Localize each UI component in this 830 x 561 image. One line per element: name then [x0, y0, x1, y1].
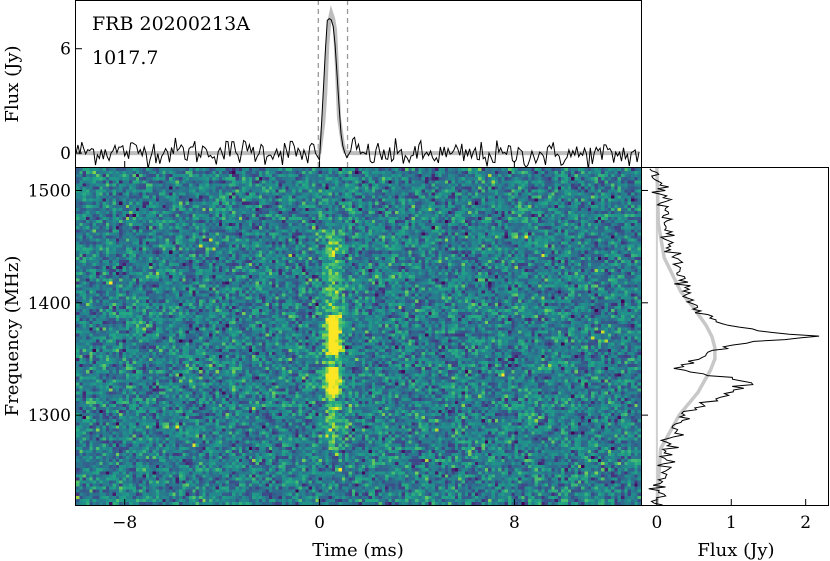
pulse-model-curve [76, 5, 640, 156]
pulse-profile-ticks: 06 [60, 40, 515, 167]
spectrum-panel: 0 1 2 Flux (Jy) [641, 167, 829, 561]
spectrum-flux-tick-label-2: 2 [800, 513, 811, 533]
pulse-profile-panel: 06 FRB 20200213A 1017.7 Flux (Jy) [2, 0, 642, 171]
dynamic-spectrum-heatmap [76, 168, 641, 505]
spectrum-flux-tick-label-0: 0 [651, 513, 662, 533]
frequency-tick-label-2: 1500 [28, 181, 71, 201]
time-tick-label-2: 8 [509, 513, 520, 533]
burst-value-label: 1017.7 [92, 47, 158, 69]
frequency-tick-label-0: 1300 [28, 406, 71, 426]
pulse-profile-series [75, 0, 640, 171]
dynamic-spectrum-panel: −8 0 8 1300 1400 1500 Time (ms) Frequency (MH… [2, 167, 642, 561]
flux-axis-label: Flux (Jy) [2, 45, 23, 122]
dynamic-spectrum-ticks: −8 0 8 1300 1400 1500 [28, 181, 520, 533]
spectrum-data-curve [648, 168, 820, 506]
spectrum-model-curve [655, 168, 717, 506]
frequency-axis-label: Frequency (MHz) [2, 256, 23, 417]
spectrum-frame [641, 167, 829, 506]
spectrum-ticks: 0 1 2 [642, 189, 811, 533]
time-tick-label-1: 0 [314, 513, 325, 533]
flux-tick-label-0: 0 [60, 144, 71, 164]
flux-tick-label-1: 6 [60, 40, 71, 60]
frb-name-label: FRB 20200213A [92, 13, 250, 35]
time-tick-label-0: −8 [112, 513, 137, 533]
frequency-tick-label-1: 1400 [28, 294, 71, 314]
spectrum-flux-axis-label: Flux (Jy) [697, 540, 774, 561]
pulse-data-curve [75, 17, 640, 171]
time-axis-label: Time (ms) [312, 540, 404, 561]
spectrum-series [648, 168, 820, 506]
spectrum-flux-tick-label-1: 1 [726, 513, 737, 533]
